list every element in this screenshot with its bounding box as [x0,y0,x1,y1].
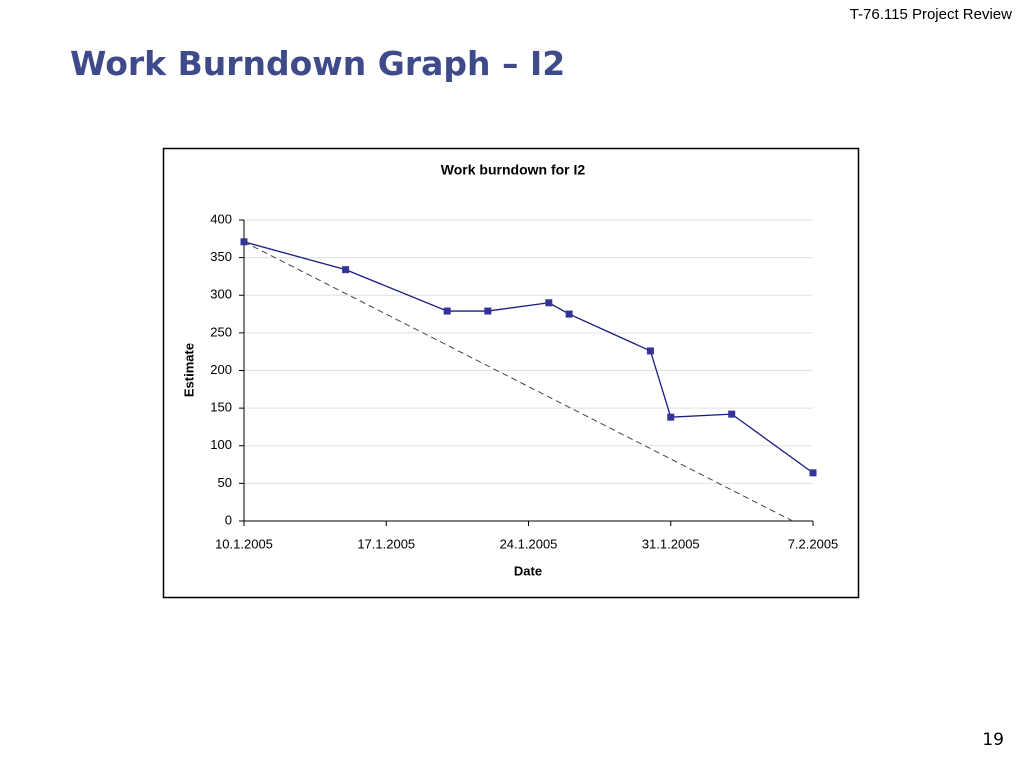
y-tick-label: 300 [210,287,232,302]
data-point [342,266,350,274]
slide-title: Work Burndown Graph – I2 [70,44,566,83]
y-tick-label: 50 [218,475,232,490]
series-line [243,241,814,474]
y-tick-label: 350 [210,249,232,264]
y-axis-label: Estimate [181,343,196,397]
y-tick-label: 200 [210,362,232,377]
page-number: 19 [982,730,1004,750]
x-axis-label: Date [514,563,542,578]
y-tick-label: 250 [210,324,232,339]
x-tick-label: 7.2.2005 [788,536,839,551]
data-point [545,299,553,307]
data-point [484,307,492,315]
chart-frame [162,147,860,599]
y-tick-label: 100 [210,437,232,452]
y-tick-label: 400 [210,211,232,226]
series-line [243,241,793,522]
data-point [728,410,736,418]
x-tick-label: 24.1.2005 [500,536,558,551]
data-point [809,469,817,477]
data-point [667,413,675,421]
y-tick-label: 0 [225,512,232,527]
data-point [565,310,573,318]
y-tick-label: 150 [210,400,232,415]
data-point [646,347,654,355]
chart-title: Work burndown for I2 [441,162,586,178]
x-tick-label: 31.1.2005 [642,536,700,551]
data-point [443,307,451,315]
header: T-76.115 Project Review [849,6,1012,23]
x-tick-label: 17.1.2005 [357,536,415,551]
x-tick-label: 10.1.2005 [215,536,273,551]
